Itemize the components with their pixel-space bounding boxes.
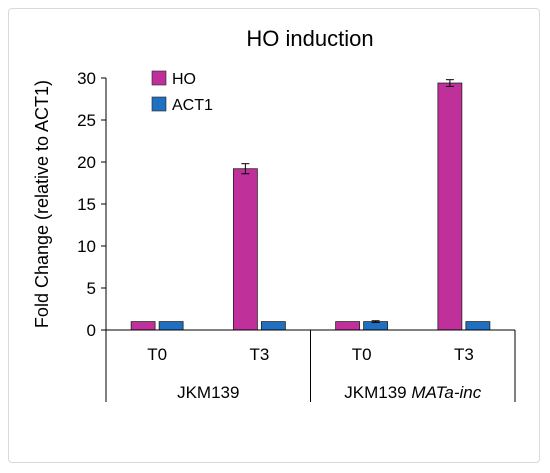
error-bar: [371, 320, 380, 323]
bar-ho: [232, 168, 258, 331]
legend-swatch: [151, 96, 167, 112]
bar-act1: [465, 321, 491, 331]
bar-act1: [158, 321, 184, 331]
x-category-label: T0: [147, 345, 167, 364]
bar-act1: [260, 321, 286, 331]
error-bar: [241, 163, 250, 175]
y-tick-label: 25: [77, 111, 96, 130]
bar-ho: [130, 321, 156, 331]
x-category-label: T3: [454, 345, 474, 364]
legend-label: HO: [172, 71, 196, 88]
y-axis-ticks: 0 5 10 15 20 25 30: [77, 69, 106, 340]
x-group-label: JKM139 MATa-inc: [344, 383, 482, 402]
x-category-label: T3: [249, 345, 269, 364]
y-tick-label: 10: [77, 237, 96, 256]
y-tick-label: 20: [77, 153, 96, 172]
bar-ho: [437, 82, 463, 331]
legend: HO ACT1: [151, 70, 213, 114]
axes: [105, 78, 516, 402]
bar-ho: [335, 321, 361, 331]
x-group-label: JKM139: [177, 383, 239, 402]
y-tick-label: 30: [77, 69, 96, 88]
legend-swatch: [151, 70, 167, 86]
y-tick-label: 15: [77, 195, 96, 214]
error-bar: [445, 79, 454, 87]
legend-label: ACT1: [172, 97, 213, 114]
x-category-label: T0: [352, 345, 372, 364]
bars: [130, 79, 491, 331]
y-tick-label: 0: [87, 321, 96, 340]
chart-title: HO induction: [246, 26, 373, 51]
category-labels: T0 T3 T0 T3 JKM139 JKM139 MATa-inc: [147, 345, 482, 402]
y-tick-label: 5: [87, 279, 96, 298]
y-axis-label: Fold Change (relative to ACT1): [32, 80, 52, 328]
